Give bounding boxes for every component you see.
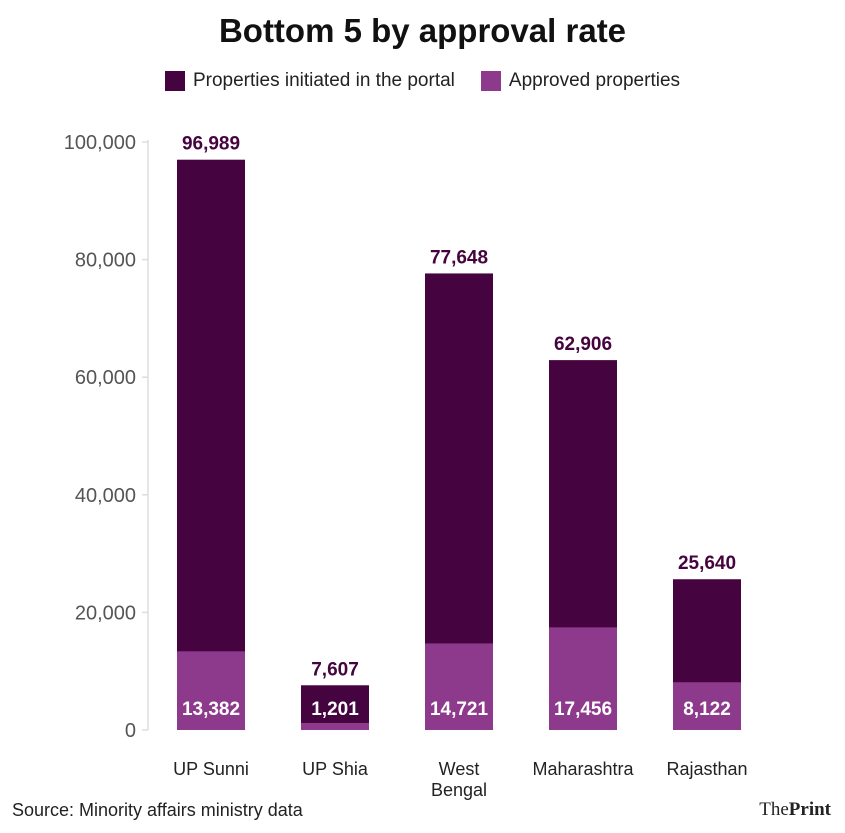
legend-label-initiated: Properties initiated in the portal bbox=[192, 70, 455, 91]
data-label-initiated: 25,640 bbox=[678, 553, 736, 574]
brand-suffix: Print bbox=[788, 799, 831, 820]
legend-item-approved: Approved properties bbox=[480, 70, 681, 92]
brand-logo: ThePrint bbox=[759, 799, 831, 821]
data-label-approved: 8,122 bbox=[683, 699, 731, 720]
x-tick-label: Maharashtra bbox=[532, 759, 634, 779]
bar-approved bbox=[673, 682, 741, 730]
data-label-initiated: 7,607 bbox=[311, 659, 359, 680]
x-tick-label: Rajasthan bbox=[666, 759, 747, 779]
y-tick-label: 40,000 bbox=[75, 485, 136, 507]
bar-approved bbox=[177, 651, 245, 730]
x-tick-label: UP Sunni bbox=[173, 759, 249, 779]
data-label-initiated: 62,906 bbox=[554, 334, 612, 355]
legend-swatch-approved bbox=[480, 71, 501, 91]
chart-title: Bottom 5 by approval rate bbox=[218, 12, 627, 49]
data-label-approved: 14,721 bbox=[430, 699, 489, 720]
legend: Properties initiated in the portal Appro… bbox=[0, 70, 845, 92]
y-tick-label: 0 bbox=[125, 720, 136, 742]
legend-item-initiated: Properties initiated in the portal bbox=[164, 70, 455, 92]
source-note: Source: Minority affairs ministry data bbox=[12, 800, 303, 820]
y-tick-label: 60,000 bbox=[75, 367, 136, 389]
bar-approved bbox=[425, 643, 493, 730]
data-label-approved: 17,456 bbox=[554, 699, 612, 720]
bar-approved bbox=[301, 722, 369, 730]
data-label-initiated: 96,989 bbox=[182, 134, 240, 155]
data-label-approved: 1,201 bbox=[311, 699, 359, 720]
bar-approved bbox=[549, 627, 617, 730]
data-label-approved: 13,382 bbox=[182, 699, 240, 720]
data-label-initiated: 77,648 bbox=[430, 247, 488, 268]
y-tick-label: 20,000 bbox=[75, 602, 136, 624]
y-tick-label: 80,000 bbox=[75, 250, 136, 272]
y-tick-label: 100,000 bbox=[64, 132, 136, 154]
legend-label-approved: Approved properties bbox=[508, 70, 681, 91]
legend-swatch-initiated bbox=[164, 71, 185, 91]
bar-initiated bbox=[301, 685, 369, 730]
x-tick-label: West bbox=[439, 759, 480, 779]
bar-initiated bbox=[177, 159, 245, 730]
x-tick-label: Bengal bbox=[431, 780, 487, 800]
x-tick-label: UP Shia bbox=[302, 759, 369, 779]
brand-prefix: The bbox=[759, 799, 789, 820]
